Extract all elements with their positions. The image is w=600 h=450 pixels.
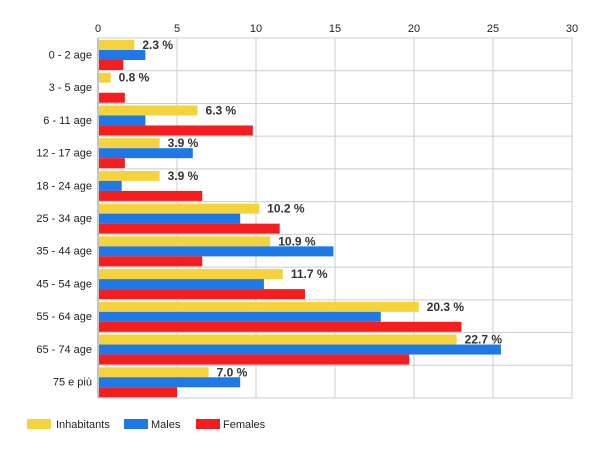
bar-females: [99, 190, 203, 201]
bar-males: [99, 213, 241, 224]
bar-inhabitants: [99, 269, 283, 280]
bar-inhabitants: [99, 40, 135, 50]
x-tick-label: 5: [174, 23, 180, 35]
legend-swatch-males: [124, 419, 148, 429]
category-label: 55 - 64 age: [36, 311, 92, 323]
legend-label: Inhabitants: [56, 419, 110, 431]
data-label: 0.8 %: [119, 71, 150, 85]
bars: [99, 40, 501, 398]
bar-inhabitants: [99, 138, 160, 149]
bar-males: [99, 311, 381, 322]
bar-females: [99, 125, 253, 136]
bar-inhabitants: [99, 236, 271, 247]
data-label: 11.7 %: [291, 267, 328, 281]
category-label: 3 - 5 age: [49, 82, 92, 94]
bar-males: [99, 115, 146, 126]
bar-inhabitants: [99, 203, 260, 214]
category-label: 12 - 17 age: [36, 148, 92, 160]
data-label: 7.0 %: [217, 365, 248, 379]
bar-females: [99, 387, 177, 398]
category-label: 25 - 34 age: [36, 213, 92, 225]
bar-females: [99, 321, 462, 332]
bar-females: [99, 60, 124, 70]
data-label: 3.9 %: [168, 169, 199, 183]
bar-females: [99, 289, 305, 300]
grid: [97, 37, 573, 399]
bar-males: [99, 344, 501, 355]
bar-inhabitants: [99, 105, 198, 116]
legend-label: Males: [151, 419, 181, 431]
category-label: 75 e più: [53, 377, 92, 389]
bar-males: [99, 279, 264, 290]
bar-males: [99, 377, 241, 388]
data-label: 22.7 %: [465, 333, 503, 347]
data-label: 10.9 %: [278, 234, 316, 248]
bar-females: [99, 92, 125, 103]
legend-swatch-females: [196, 419, 220, 429]
bar-males: [99, 50, 146, 60]
legend-label: Females: [223, 419, 266, 431]
x-tick-label: 10: [250, 23, 262, 35]
data-label: 6.3 %: [206, 103, 237, 117]
legend-swatch-inhabitants: [27, 419, 51, 429]
x-tick-label: 0: [95, 23, 101, 35]
bar-inhabitants: [99, 170, 160, 181]
x-axis-ticks: 0 5 10 15 20 25 30: [95, 23, 578, 35]
bar-inhabitants: [99, 72, 111, 83]
category-labels: 0 - 2 age 3 - 5 age 6 - 11 age 12 - 17 age 1…: [36, 49, 92, 388]
bar-females: [99, 256, 203, 267]
bar-males: [99, 148, 193, 159]
data-label: 2.3 %: [142, 38, 173, 52]
legend: Inhabitants Males Females: [27, 419, 266, 431]
data-label: 3.9 %: [168, 136, 199, 150]
bar-males: [99, 246, 334, 257]
x-tick-label: 30: [566, 23, 578, 35]
category-label: 0 - 2 age: [49, 49, 92, 61]
category-label: 6 - 11 age: [43, 115, 92, 127]
data-labels: 2.3 % 0.8 % 6.3 % 3.9 % 3.9 % 10.2 % 10.9 % 11.…: [119, 38, 503, 379]
bar-inhabitants: [99, 334, 457, 345]
bar-females: [99, 158, 125, 169]
x-tick-label: 25: [487, 23, 499, 35]
data-label: 10.2 %: [267, 202, 305, 216]
bar-females: [99, 354, 410, 365]
x-tick-label: 15: [329, 23, 341, 35]
category-label: 18 - 24 age: [36, 180, 92, 192]
bar-inhabitants: [99, 301, 419, 312]
bar-inhabitants: [99, 367, 209, 378]
category-label: 45 - 54 age: [36, 278, 92, 290]
bar-females: [99, 223, 280, 234]
category-label: 65 - 74 age: [36, 344, 92, 356]
bar-males: [99, 180, 122, 191]
category-label: 35 - 44 age: [36, 246, 92, 258]
data-label: 20.3 %: [427, 300, 465, 314]
x-tick-label: 20: [408, 23, 420, 35]
